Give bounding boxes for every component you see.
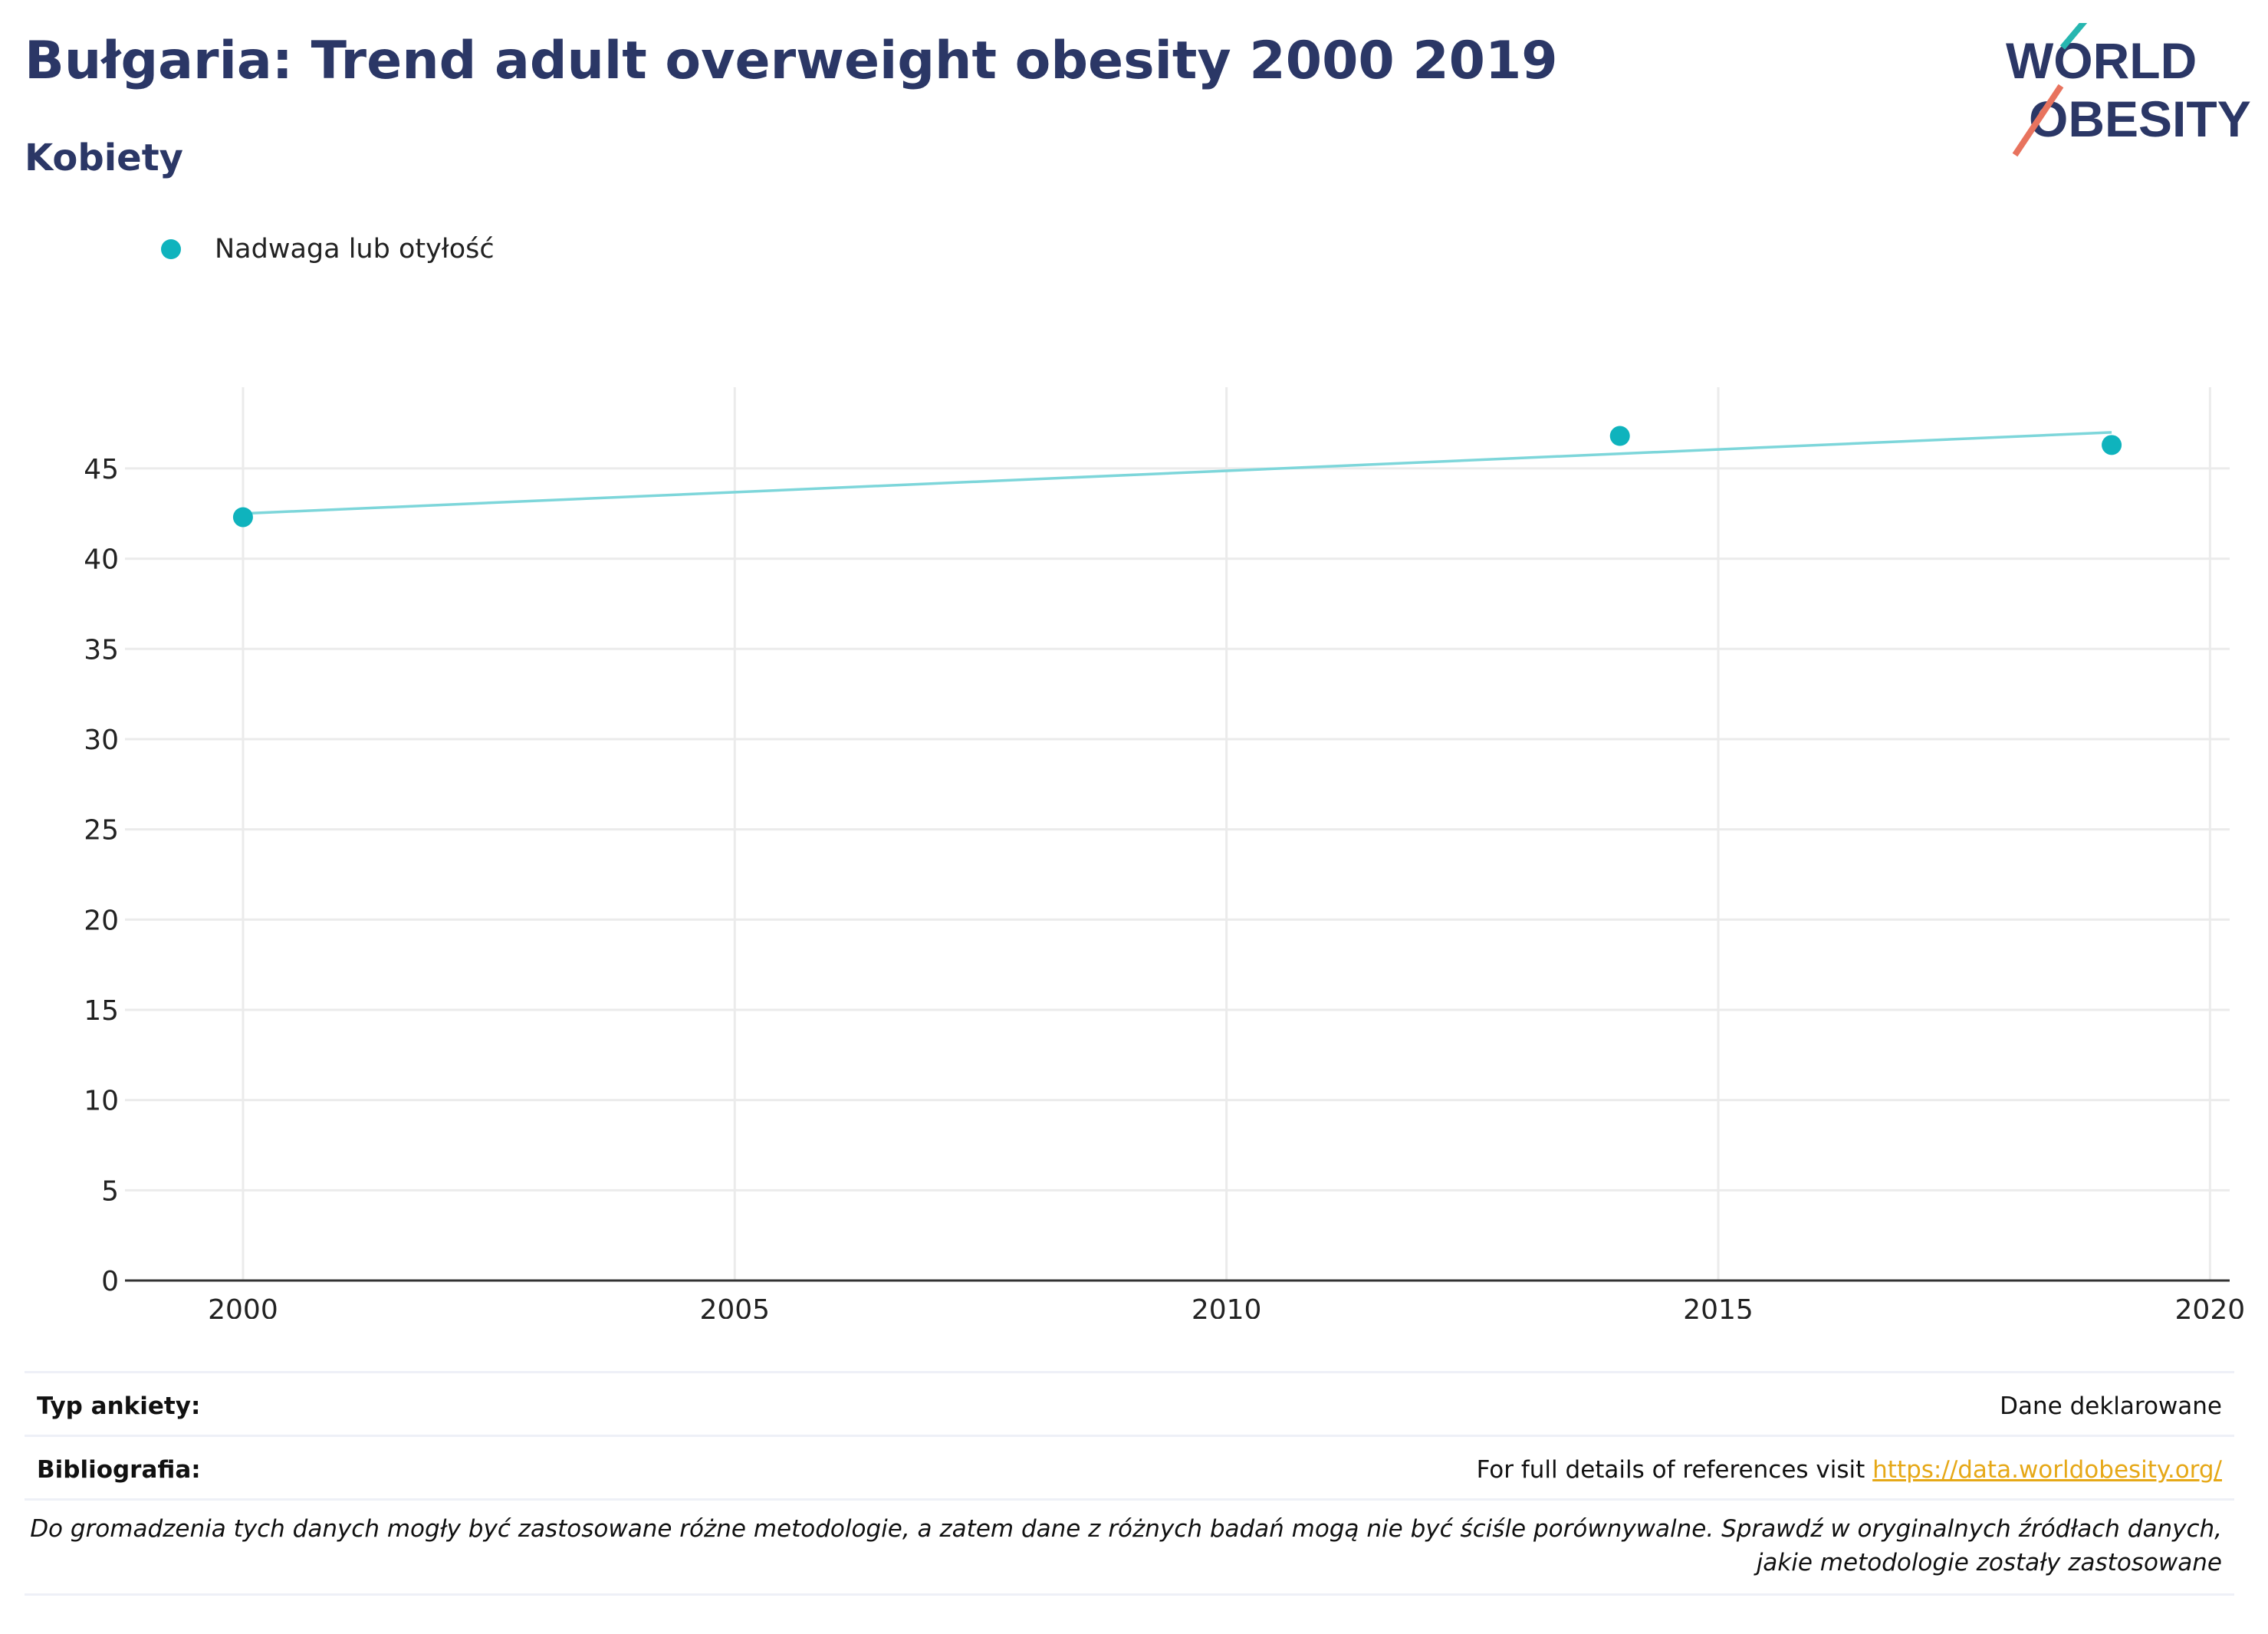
y-tick-label: 25: [84, 815, 119, 847]
footer-bibliography-row: Bibliografia: For full details of refere…: [25, 1448, 2234, 1491]
footer-divider: [25, 1371, 2234, 1373]
y-tick-label: 40: [84, 544, 119, 576]
y-tick-label: 45: [84, 454, 119, 485]
svg-text:WORLD: WORLD: [2006, 32, 2197, 89]
x-tick-label: 2020: [2175, 1294, 2246, 1319]
chart-subtitle: Kobiety: [25, 136, 183, 179]
x-tick-label: 2015: [1683, 1294, 1754, 1319]
trend-line-group: [242, 431, 2112, 515]
y-tick-label: 5: [101, 1175, 119, 1207]
footer-divider: [25, 1593, 2234, 1596]
methodology-note: Do gromadzenia tych danych mogły być zas…: [30, 1515, 2222, 1576]
x-tick-label: 2005: [699, 1294, 770, 1319]
footer-divider: [25, 1435, 2234, 1437]
gridlines: [125, 387, 2230, 1281]
x-tick-label: 2010: [1192, 1294, 1262, 1319]
y-tick-label: 20: [84, 905, 119, 936]
bibliography-label: Bibliografia:: [37, 1456, 201, 1484]
legend: Nadwaga lub otyłość: [161, 230, 495, 268]
trend-line: [242, 431, 2112, 515]
x-tick-label: 2000: [208, 1294, 278, 1319]
y-tick-label: 15: [84, 995, 119, 1027]
footer-survey-row: Typ ankiety: Dane deklarowane: [25, 1385, 2234, 1428]
data-point: [1609, 426, 1630, 446]
legend-label: Nadwaga lub otyłość: [215, 234, 495, 265]
bibliography-value: For full details of references visit htt…: [1477, 1456, 2234, 1484]
survey-type-value: Dane deklarowane: [2000, 1392, 2222, 1420]
y-tick-label: 30: [84, 725, 119, 756]
legend-marker: [161, 239, 181, 259]
footer-divider: [25, 1498, 2234, 1501]
chart-area: 0 5 10 15 20 25 30 35 40 45 2000 2005 2010 2015 2020: [84, 387, 2245, 1319]
y-tick-label: 35: [84, 634, 119, 666]
data-point: [232, 507, 253, 528]
world-obesity-logo: WORLD OBESITY: [2006, 23, 2251, 157]
y-tick-label: 0: [101, 1266, 119, 1297]
bibliography-link[interactable]: https://data.worldobesity.org/: [1872, 1456, 2222, 1484]
data-points: [232, 426, 2122, 528]
svg-text:OBESITY: OBESITY: [2029, 90, 2251, 147]
y-tick-label: 10: [84, 1086, 119, 1117]
tick-labels: 0 5 10 15 20 25 30 35 40 45 2000 2005 2010 2015 2020: [84, 454, 2245, 1319]
survey-type-label: Typ ankiety:: [37, 1392, 201, 1420]
bibliography-text: For full details of references visit: [1476, 1456, 1873, 1484]
data-point: [2102, 435, 2122, 455]
chart-title: Bułgaria: Trend adult overweight obesity…: [25, 31, 1558, 91]
